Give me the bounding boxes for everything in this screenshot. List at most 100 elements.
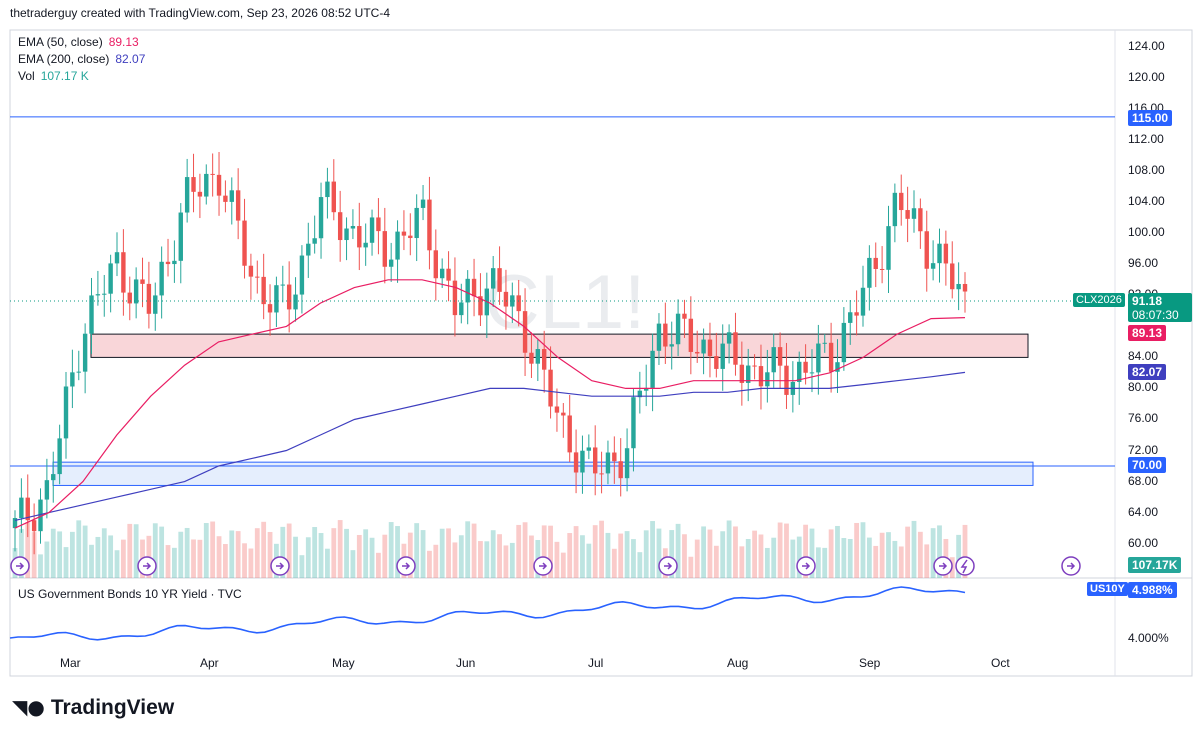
volume-bar — [191, 539, 196, 578]
volume-bar — [911, 520, 917, 578]
volume-bar — [280, 526, 286, 578]
chart-border — [9, 29, 1193, 677]
volume-bar — [497, 534, 502, 578]
volume-bar — [369, 537, 375, 578]
volume-bar — [701, 526, 706, 578]
candle-body — [911, 208, 917, 219]
volume-bar — [312, 527, 318, 578]
candle-body — [758, 366, 764, 387]
candle-body — [19, 497, 24, 519]
volume-bar — [720, 531, 726, 578]
volume-bar — [854, 522, 860, 578]
volume-bar — [427, 550, 432, 578]
volume-bar — [847, 539, 853, 578]
candle-body — [682, 313, 687, 319]
candle-body — [854, 312, 859, 316]
candle-body — [401, 231, 407, 236]
candle-body — [707, 339, 713, 357]
candle-body — [586, 447, 592, 451]
legend-ema200[interactable]: EMA (200, close) 82.07 — [18, 52, 145, 66]
volume-bar — [554, 541, 560, 578]
volume-bar — [57, 531, 63, 578]
candle-body — [535, 349, 541, 364]
volume-bar — [305, 537, 311, 578]
ema200-label: EMA (200, close) — [18, 52, 110, 66]
us10y-symbol-tag[interactable]: US10Y — [1087, 582, 1128, 596]
ema50-line — [14, 279, 966, 529]
candle-body — [337, 212, 343, 241]
symbol-watermark: CL1! — [485, 260, 646, 345]
zones-layer — [52, 333, 1034, 486]
candle-body — [943, 243, 949, 264]
candle-body — [427, 199, 432, 251]
volume-bar — [414, 523, 420, 578]
candle-body — [95, 294, 101, 296]
legend-ema50[interactable]: EMA (50, close) 89.13 — [18, 35, 139, 49]
volume-bar — [605, 532, 611, 578]
candle-body — [57, 438, 62, 475]
volume-bar — [439, 528, 445, 578]
candle-body — [765, 372, 770, 387]
volume-bar — [886, 532, 891, 578]
arrow-right-icon — [143, 562, 152, 570]
candle-body — [63, 386, 69, 439]
candle-body — [548, 369, 553, 407]
volume-bar — [822, 547, 828, 578]
candle-body — [293, 294, 298, 310]
price-tick: 72.00 — [1128, 442, 1159, 457]
last-price: 91.18 — [1132, 294, 1163, 308]
candle-body — [344, 228, 349, 241]
candle-body — [82, 333, 88, 372]
volume-bar — [76, 520, 82, 578]
candle-body — [618, 461, 623, 479]
candle-body — [452, 280, 458, 316]
volume-bar — [611, 548, 617, 578]
volume-bar — [299, 555, 305, 578]
volume-bar — [739, 546, 745, 578]
candle-body — [867, 257, 872, 288]
volume-bar — [631, 539, 636, 578]
volume-bar — [331, 528, 337, 578]
legend-vol[interactable]: Vol 107.17 K — [18, 69, 89, 83]
attribution: thetraderguy created with TradingView.co… — [10, 6, 390, 20]
volume-bar — [771, 537, 777, 578]
candle-body — [127, 292, 132, 304]
volume-bar — [248, 548, 254, 578]
month-tick: Oct — [991, 656, 1010, 670]
volume-bar — [127, 523, 133, 578]
volume-bar — [133, 524, 139, 578]
candle-body — [816, 343, 821, 373]
volume-bar — [866, 537, 872, 578]
candle-body — [133, 279, 139, 304]
volume-bar — [828, 529, 834, 578]
volume-bar — [152, 523, 158, 578]
arrow-right-icon — [802, 562, 811, 570]
tradingview-logo[interactable]: ◥● TradingView — [12, 695, 174, 720]
volume-bar — [930, 528, 936, 578]
candle-body — [503, 291, 509, 307]
month-tick: Jun — [456, 656, 476, 670]
candle-body — [675, 313, 681, 345]
symbol-tag[interactable]: CLX2026 — [1073, 293, 1125, 307]
candle-body — [573, 452, 579, 473]
candle-body — [184, 177, 190, 213]
price-tick: 80.00 — [1128, 380, 1159, 395]
candle-body — [369, 217, 375, 243]
price-tick: 64.00 — [1128, 504, 1159, 519]
candle-body — [529, 352, 534, 364]
candle-body — [242, 220, 247, 266]
candle-body — [644, 387, 649, 391]
volume-bar — [382, 534, 388, 578]
candle-body — [879, 268, 885, 270]
level-115-tag: 115.00 — [1128, 110, 1173, 126]
volume-bar — [529, 535, 534, 578]
volume-bar — [420, 530, 426, 578]
level-70-tag: 70.00 — [1128, 457, 1167, 473]
candle-body — [306, 243, 311, 256]
ema200-value: 82.07 — [115, 52, 146, 66]
price-tick: 100.00 — [1128, 225, 1165, 240]
candle-body — [567, 415, 572, 453]
candle-body — [140, 279, 145, 284]
candle-body — [12, 518, 18, 529]
